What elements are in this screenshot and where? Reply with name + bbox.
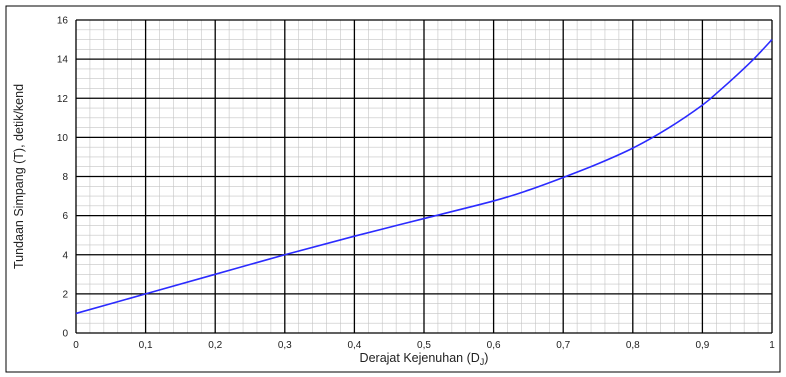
x-tick-label: 0,7 xyxy=(556,340,570,351)
x-axis-title: Derajat Kejenuhan (DJ) xyxy=(360,351,489,367)
y-tick-label: 4 xyxy=(62,250,68,261)
x-tick-label: 0,3 xyxy=(278,340,292,351)
outer-frame xyxy=(5,5,781,373)
x-axis-title-suffix: ) xyxy=(484,351,488,365)
x-tick-label: 0,9 xyxy=(695,340,709,351)
x-axis-title-subscript: J xyxy=(480,357,485,367)
y-tick-label: 10 xyxy=(57,133,69,144)
series-layer xyxy=(75,39,773,315)
y-axis-title: Tundaan Simpang (T), detik/kend xyxy=(12,84,26,269)
y-tick-label: 6 xyxy=(62,211,68,222)
y-tick-label: 2 xyxy=(62,289,68,300)
x-tick-label: 0,5 xyxy=(417,340,431,351)
y-tick-label: 14 xyxy=(57,55,69,66)
y-tick-labels: 0 2 4 6 8 10 12 14 16 xyxy=(57,16,69,340)
x-axis-title-main: Derajat Kejenuhan (D xyxy=(360,351,480,365)
x-tick-label: 0,2 xyxy=(208,340,222,351)
y-tick-label: 0 xyxy=(62,329,68,340)
series-line xyxy=(75,39,773,315)
y-tick-label: 8 xyxy=(62,172,68,183)
y-tick-label: 16 xyxy=(57,16,69,27)
x-tick-label: 0,1 xyxy=(139,340,153,351)
major-grid xyxy=(75,19,773,334)
x-tick-label: 0,4 xyxy=(347,340,361,351)
y-tick-label: 12 xyxy=(57,94,69,105)
x-tick-label: 0 xyxy=(73,340,79,351)
x-tick-label: 1 xyxy=(769,340,775,351)
x-tick-label: 0,6 xyxy=(487,340,501,351)
x-tick-labels: 0 0,1 0,2 0,3 0,4 0,5 0,6 0,7 0,8 0,9 1 xyxy=(73,340,775,351)
x-tick-label: 0,8 xyxy=(626,340,640,351)
